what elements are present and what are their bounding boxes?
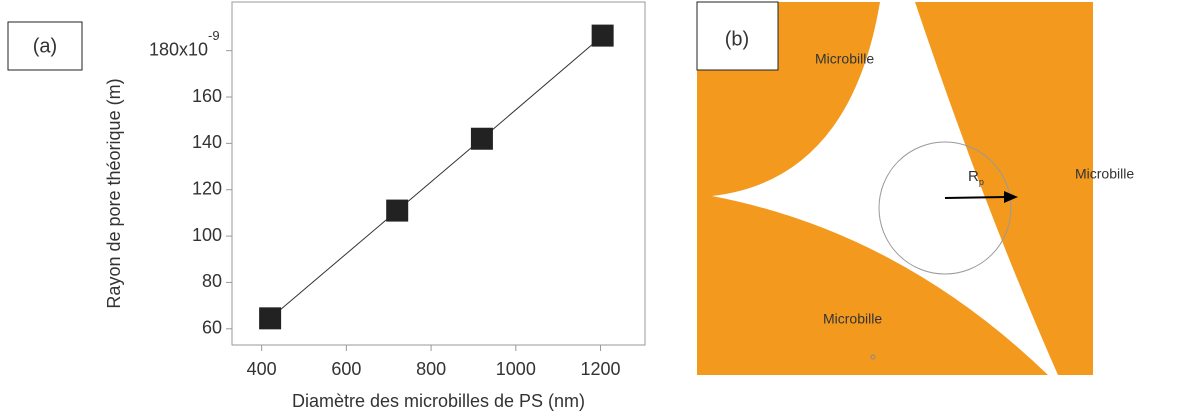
x-tick-label: 1200 xyxy=(580,359,620,379)
x-tick-label: 800 xyxy=(416,359,446,379)
radius-subscript: p xyxy=(979,177,984,187)
bead-label: Microbille xyxy=(823,311,882,327)
plot-frame xyxy=(231,1,646,346)
y-tick-label: 180x10 xyxy=(149,39,208,59)
pore-circle xyxy=(878,141,1012,275)
y-tick-label: 100 xyxy=(192,225,222,245)
data-point xyxy=(470,127,493,150)
diagram: (b) Microbille Microbille Microbille Rp xyxy=(696,1,1134,375)
radius-label: Rp xyxy=(968,168,984,187)
panel-label: (b) xyxy=(725,28,749,50)
y-tick-label: 120 xyxy=(192,178,222,198)
y-tick-label: 140 xyxy=(192,132,222,152)
x-tick-label: 600 xyxy=(331,359,361,379)
x-tick-label: 400 xyxy=(247,359,277,379)
panel-label-box xyxy=(7,21,83,71)
radius-arrow xyxy=(944,196,1007,199)
bead-label: Microbille xyxy=(1075,166,1134,182)
bead-label: Microbille xyxy=(815,51,874,67)
y-tick-label: 160 xyxy=(192,86,222,106)
data-line xyxy=(269,35,603,319)
y-tick-label: 60 xyxy=(202,318,222,338)
panel-label-box xyxy=(696,1,779,71)
y-axis-label: Rayon de pore théorique (m) xyxy=(104,78,124,308)
data-point xyxy=(591,24,614,47)
dot xyxy=(870,354,876,360)
y-tick-exponent: -9 xyxy=(208,28,220,43)
y-tick-label: 80 xyxy=(202,271,222,291)
x-axis-label: Diamètre des microbilles de PS (nm) xyxy=(292,391,585,411)
pore xyxy=(712,2,1058,375)
chart: 400 600 800 1000 1200 60 80 100 120 140 160 180x10-… xyxy=(104,1,646,411)
arrow-head xyxy=(1004,191,1018,203)
panel-label: (a) xyxy=(33,35,57,57)
radius-symbol: R xyxy=(968,168,979,185)
x-tick-label: 1000 xyxy=(496,359,536,379)
data-point xyxy=(386,199,409,222)
data-point xyxy=(259,307,282,330)
